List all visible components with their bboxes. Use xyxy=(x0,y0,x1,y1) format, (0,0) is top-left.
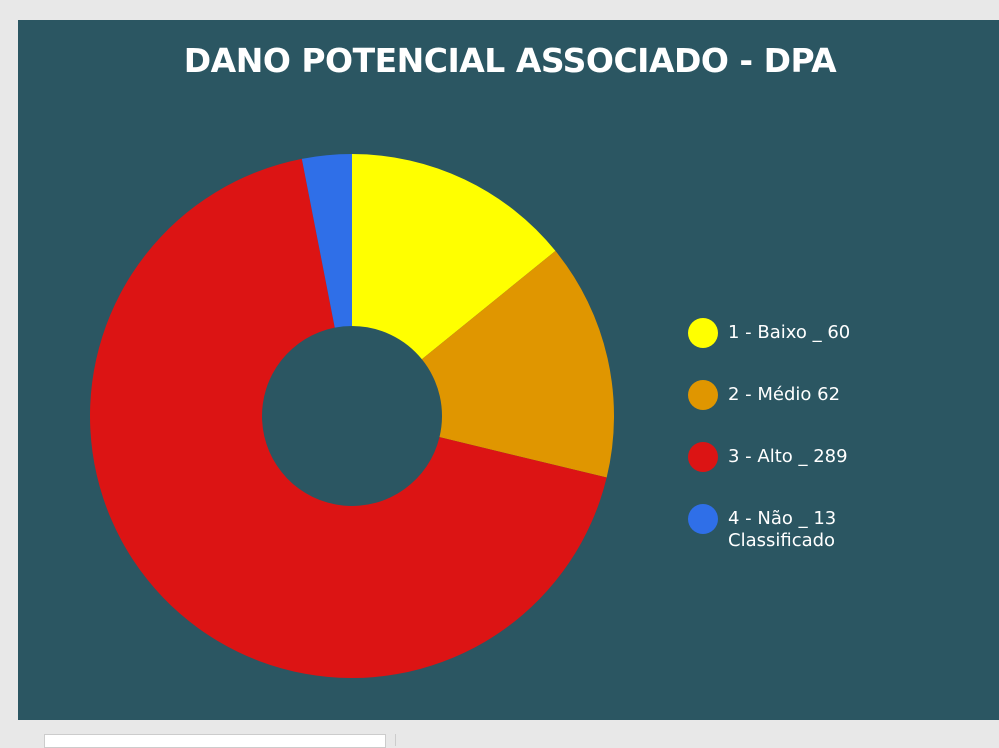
donut-slice xyxy=(352,154,556,360)
legend-swatch xyxy=(688,442,718,472)
donut-slice xyxy=(301,154,352,328)
legend-swatch xyxy=(688,504,718,534)
legend-label: 1 - Baixo _ 60 xyxy=(728,322,851,343)
legend-label: 4 - Não _ 13 Classificado xyxy=(728,508,837,551)
donut-slice xyxy=(421,250,614,478)
legend-label: 3 - Alto _ 289 xyxy=(728,446,848,467)
legend-swatch xyxy=(688,318,718,348)
legend-swatch xyxy=(688,380,718,410)
tab xyxy=(395,734,576,746)
chart-title: DANO POTENCIAL ASSOCIADO - DPA xyxy=(184,41,837,80)
donut-slice xyxy=(90,158,607,678)
legend-label: 2 - Médio 62 xyxy=(728,384,841,405)
